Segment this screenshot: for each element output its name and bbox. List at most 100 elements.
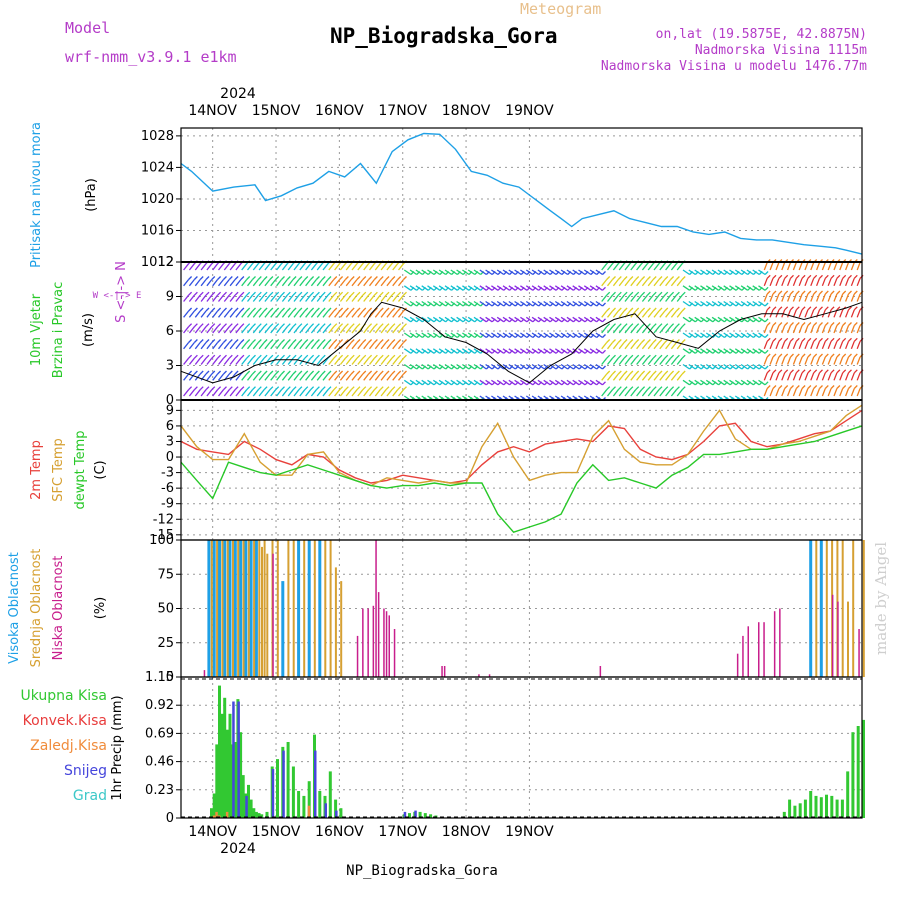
wind-barb-flag bbox=[223, 354, 227, 359]
wind-barb-flag bbox=[193, 386, 198, 391]
wind-barb bbox=[659, 294, 666, 302]
cloud-bar bbox=[303, 540, 306, 677]
wind-barb bbox=[647, 342, 654, 350]
pressure-unit: (hPa) bbox=[84, 178, 99, 212]
wind-barb-flag bbox=[819, 306, 823, 311]
wind-barb bbox=[815, 388, 821, 397]
wind-barb bbox=[287, 326, 294, 334]
cloud-bar bbox=[747, 626, 749, 677]
wind-barb-flag bbox=[333, 276, 338, 280]
wind-barb bbox=[293, 373, 300, 381]
wind-barb-flag bbox=[646, 370, 651, 375]
wind-barb bbox=[560, 300, 569, 307]
wind-barb bbox=[589, 285, 598, 291]
wind-barb bbox=[229, 263, 236, 271]
wind-barb bbox=[212, 326, 219, 334]
wind-barb-flag bbox=[217, 291, 222, 296]
wind-barb bbox=[252, 279, 259, 287]
wind-barb-flag bbox=[321, 323, 326, 328]
wind-barb-flag bbox=[766, 337, 771, 342]
wind-barb-flag bbox=[304, 370, 309, 375]
wind-barb-flag bbox=[269, 307, 274, 312]
wind-barb bbox=[734, 269, 743, 276]
subtitle: Meteogram bbox=[520, 0, 601, 18]
wind-barb bbox=[223, 342, 230, 350]
wind-barb bbox=[583, 363, 592, 370]
wind-barb bbox=[514, 348, 522, 354]
wind-barb-flag bbox=[836, 385, 841, 389]
wind-barb bbox=[560, 285, 569, 291]
wind-barb bbox=[786, 293, 792, 302]
wind-barb-flag bbox=[681, 354, 686, 359]
wind-barb bbox=[241, 373, 248, 381]
wind-barb-flag bbox=[344, 276, 349, 280]
precip-bar bbox=[318, 791, 322, 818]
wind-barb-flag bbox=[275, 307, 280, 312]
wind-barb bbox=[798, 293, 803, 302]
wind-barb-flag bbox=[217, 386, 222, 391]
wind-barb bbox=[363, 326, 370, 334]
wind-barb-flag bbox=[658, 354, 663, 359]
wind-barb-flag bbox=[275, 276, 280, 280]
wind-barb bbox=[508, 300, 516, 307]
wind-barb-flag bbox=[315, 354, 320, 359]
precip-bar bbox=[220, 713, 224, 818]
wind-barb bbox=[798, 372, 803, 381]
wind-barb bbox=[473, 269, 481, 276]
wind-barb bbox=[549, 316, 557, 323]
wind-barb bbox=[462, 379, 470, 386]
wind-barb bbox=[758, 316, 766, 323]
wind-barb bbox=[589, 348, 598, 354]
wind-barb bbox=[839, 372, 844, 381]
wind-barb bbox=[206, 357, 213, 365]
wind-barb bbox=[641, 279, 648, 287]
date-label-bottom: 14NOV bbox=[188, 824, 237, 840]
wind-barb bbox=[351, 263, 358, 271]
wind-barb bbox=[299, 389, 306, 397]
wind-barb-flag bbox=[193, 339, 198, 343]
wind-barb bbox=[299, 326, 306, 334]
precip-bar bbox=[252, 808, 256, 818]
wind-barb-flag bbox=[641, 291, 646, 296]
wind-barb bbox=[328, 310, 335, 318]
wind-barb bbox=[752, 316, 760, 323]
wind-barb-flag bbox=[784, 353, 789, 358]
wind-barb bbox=[491, 363, 499, 370]
wind-barb bbox=[409, 285, 418, 291]
wind-barb bbox=[612, 294, 619, 302]
precip-bar bbox=[423, 813, 427, 818]
wind-barb bbox=[531, 332, 540, 339]
wind-barb bbox=[276, 310, 283, 318]
wind-barb bbox=[815, 356, 821, 365]
wind-barb bbox=[792, 262, 797, 271]
wind-barb-flag bbox=[223, 307, 227, 312]
wind-barb-flag bbox=[629, 276, 634, 280]
wind-barb bbox=[264, 310, 271, 318]
wind-barb bbox=[827, 372, 832, 381]
wind-barb-flag bbox=[379, 307, 384, 312]
wind-barb bbox=[554, 348, 563, 354]
wind-barb bbox=[821, 262, 826, 271]
wind-barb bbox=[624, 263, 631, 271]
precip-bar bbox=[840, 799, 844, 818]
wind-barb bbox=[543, 316, 551, 323]
wind-barb-flag bbox=[635, 370, 640, 375]
wind-barb bbox=[491, 285, 499, 291]
wind-barb bbox=[473, 316, 481, 323]
y-tick-label: 0.92 bbox=[145, 698, 174, 713]
wind-barb-flag bbox=[263, 354, 268, 359]
wind-barb bbox=[636, 389, 643, 397]
wind-barb-flag bbox=[310, 323, 315, 328]
wind-barb-flag bbox=[764, 381, 769, 386]
wind-barb bbox=[711, 363, 720, 370]
cloud-bar bbox=[261, 546, 263, 677]
wind-barb-flag bbox=[391, 354, 396, 359]
wind-barb bbox=[525, 269, 534, 276]
wind-barb-flag bbox=[368, 339, 373, 343]
wind-barb bbox=[543, 379, 551, 386]
wind-barb-flag bbox=[830, 385, 835, 389]
wind-barb bbox=[212, 294, 219, 302]
wind-barb bbox=[618, 326, 625, 334]
wind-barb-flag bbox=[327, 370, 332, 375]
wind-barb bbox=[520, 379, 528, 386]
